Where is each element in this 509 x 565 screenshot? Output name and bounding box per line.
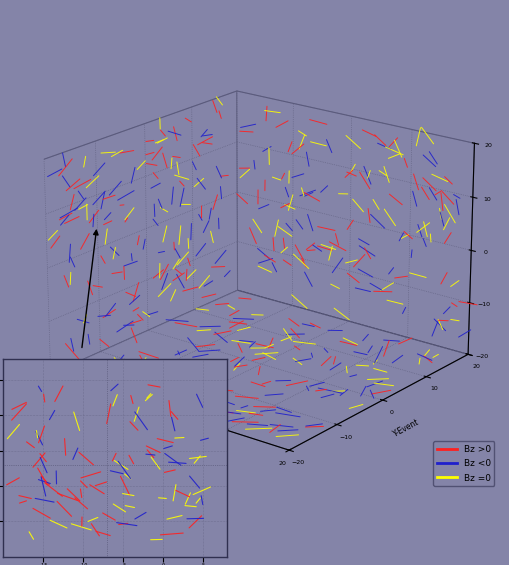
Y-axis label: Y-Event: Y-Event xyxy=(391,418,420,438)
Legend: Bz >0, Bz <0, Bz =0: Bz >0, Bz <0, Bz =0 xyxy=(432,441,494,486)
